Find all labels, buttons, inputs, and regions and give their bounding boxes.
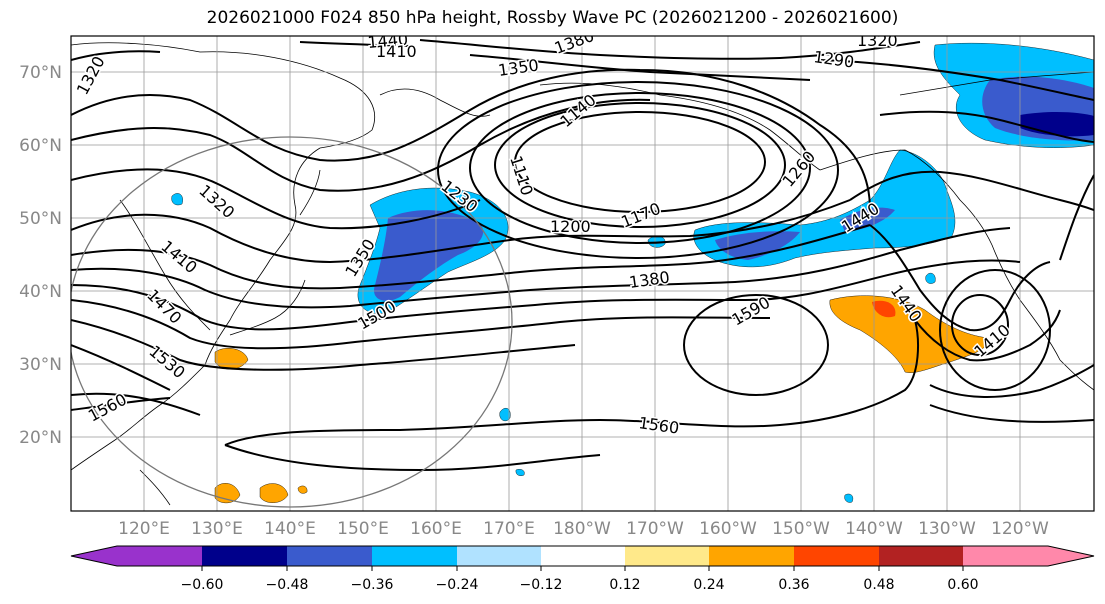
negative-anomaly-blob-2 — [499, 407, 511, 422]
lon-label: 160°W — [699, 519, 757, 539]
great-circle-ring — [71, 136, 513, 508]
colorbar-tick-label: −0.24 — [436, 577, 479, 593]
lon-label: 150°E — [337, 519, 389, 539]
colorbar-tick-label: −0.36 — [351, 577, 394, 593]
colorbar-tick-label: −0.60 — [181, 577, 224, 593]
colorbar-tick-label: 0.12 — [609, 577, 640, 593]
colorbar-tick-label: 0.48 — [863, 577, 894, 593]
colorbar-segment — [625, 546, 709, 566]
colorbar-tick-label: −0.12 — [520, 577, 563, 593]
lat-label: 30°N — [19, 355, 62, 375]
colorbar-segment — [457, 546, 541, 566]
contour-1140 — [514, 111, 766, 213]
lat-label: 60°N — [19, 136, 62, 156]
contour-label: 1410 — [376, 42, 417, 61]
lon-label: 130°E — [191, 519, 243, 539]
colorbar-outline — [70, 545, 1095, 567]
colorbar-segment — [709, 546, 794, 566]
negative-anomaly-core-west — [374, 210, 484, 301]
longitude-labels: 120°E 130°E 140°E 150°E 160°E 170°E 180°… — [118, 519, 1049, 539]
lon-label: 150°W — [772, 519, 830, 539]
map-frame — [70, 35, 1095, 512]
negative-anomaly-blob-5 — [844, 493, 854, 503]
lon-label: 170°W — [626, 519, 684, 539]
positive-anomaly-region-east — [829, 295, 989, 373]
lon-label: 120°W — [991, 519, 1049, 539]
lon-label: 170°E — [483, 519, 535, 539]
lat-label: 20°N — [19, 428, 62, 448]
contour-label: 1200 — [550, 217, 591, 236]
negative-anomaly-core-central-2 — [840, 207, 895, 232]
lon-label: 120°E — [118, 519, 170, 539]
lat-label: 40°N — [19, 282, 62, 302]
colorbar-segment — [879, 546, 963, 566]
colorbar-extend-low — [71, 546, 117, 566]
contour-label: 1320 — [857, 31, 898, 50]
lat-label: 50°N — [19, 209, 62, 229]
colorbar-tick-label: 0.60 — [947, 577, 978, 593]
lon-label: 180°W — [553, 519, 611, 539]
contour-1590 — [683, 294, 829, 396]
colorbar-segment — [117, 546, 202, 566]
colorbar-segment — [963, 546, 1094, 566]
positive-anomaly-core-east — [872, 300, 896, 318]
positive-anomaly-blob-4 — [297, 485, 308, 494]
colorbar-segment — [372, 546, 457, 566]
map-panel — [71, 36, 1094, 511]
negative-anomaly-blob-6 — [515, 469, 525, 476]
lat-label: 70°N — [19, 63, 62, 83]
positive-anomaly-blob-3 — [259, 483, 289, 503]
lon-label: 140°W — [845, 519, 903, 539]
colorbar-segment — [202, 546, 287, 566]
colorbar-segment — [287, 546, 372, 566]
negative-anomaly-core-central — [715, 231, 800, 260]
lon-label: 160°E — [410, 519, 462, 539]
map-title: 2026021000 F024 850 hPa height, Rossby W… — [206, 8, 899, 28]
colorbar-segment — [794, 546, 879, 566]
negative-anomaly-blob-3 — [171, 193, 183, 206]
colorbar-tick-label: 0.24 — [693, 577, 724, 593]
colorbar-tick-label: −0.48 — [266, 577, 309, 593]
height-contours — [71, 39, 1094, 472]
lon-label: 130°W — [918, 519, 976, 539]
negative-anomaly-blob-4 — [925, 272, 936, 284]
lon-label: 140°E — [264, 519, 316, 539]
contour-1170 — [494, 102, 786, 228]
contour-label: 1440 — [367, 30, 409, 52]
colorbar-segment — [541, 546, 625, 566]
colorbar: −0.60 −0.48 −0.36 −0.24 −0.12 0.12 0.24 … — [70, 545, 1095, 593]
colorbar-tick-label: 0.36 — [778, 577, 809, 593]
latitude-labels: 70°N 60°N 50°N 40°N 30°N 20°N — [19, 63, 62, 448]
